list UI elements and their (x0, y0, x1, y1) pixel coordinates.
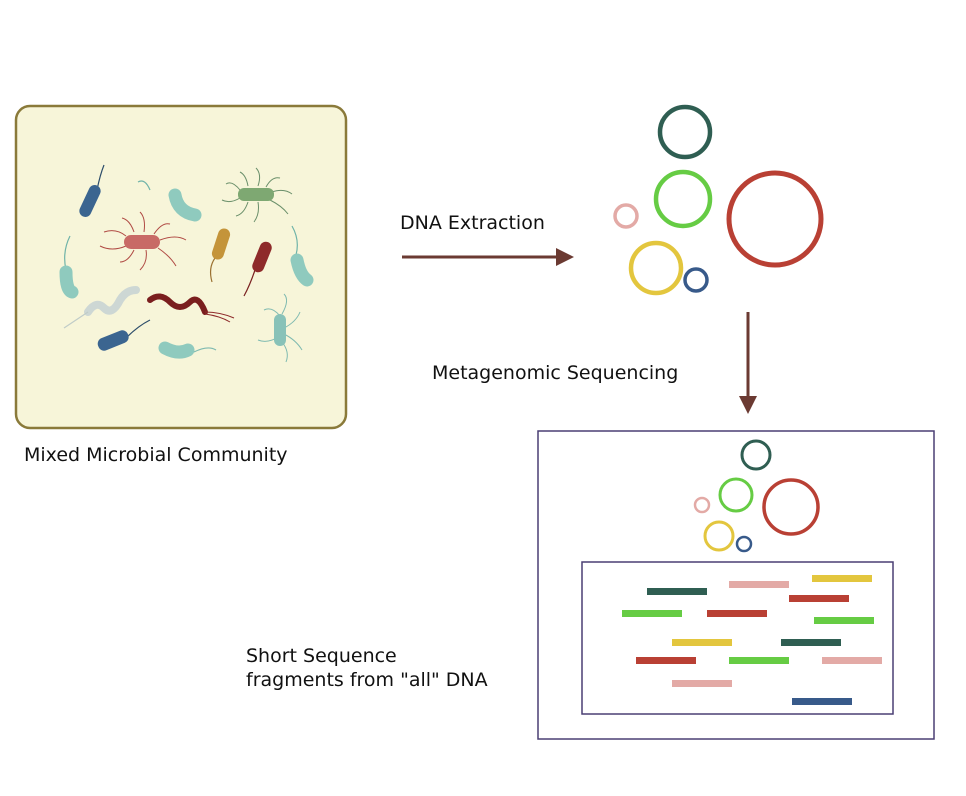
plasmid-light-green (653, 169, 713, 229)
fragments-box (581, 561, 894, 715)
bacterium-teal-bottom (158, 341, 195, 359)
fragment (729, 581, 789, 588)
fragment (789, 595, 849, 602)
plasmid-dark-green (657, 104, 713, 160)
fragment (647, 588, 707, 595)
fragment (729, 657, 789, 664)
bacterium-green-flagellated (221, 167, 293, 223)
fragment (672, 639, 732, 646)
fragment (792, 698, 852, 705)
community-label: Mixed Microbial Community (24, 444, 288, 466)
plasmid-yellow (628, 240, 684, 296)
sequencing-arrow (739, 312, 757, 414)
fragments-label-line2: fragments from "all" DNA (246, 669, 488, 691)
fragment (636, 657, 696, 664)
fragment (622, 610, 682, 617)
extraction-arrow (402, 248, 574, 266)
microbes (59, 164, 314, 363)
fragment (707, 610, 767, 617)
fragments-label-line1: Short Sequence (246, 645, 397, 667)
fragment (672, 680, 732, 687)
plasmid-pink (613, 203, 639, 229)
bacterium-blue-rod-bottom (97, 330, 129, 351)
bacterium-orange-rod (211, 228, 231, 260)
bacterium-blue-rod (79, 185, 101, 217)
fragment (812, 575, 872, 582)
extraction-label: DNA Extraction (400, 212, 545, 234)
bacterium-darkred-rod (252, 241, 272, 273)
dna-plasmids (613, 104, 824, 296)
plasmid-red (726, 170, 824, 268)
bacterium-red-flagellated (99, 211, 187, 271)
fragment (814, 617, 874, 624)
plasmid-blue (683, 267, 709, 293)
sequencing-label: Metagenomic Sequencing (432, 362, 679, 384)
bacterium-darkred-spiral (147, 293, 208, 315)
sequencing-box (537, 430, 935, 740)
small-plasmids (693, 439, 820, 553)
bacterium-teal-right (290, 253, 314, 287)
bacterium-pale-spiral (84, 286, 140, 316)
bacterium-teal-curved (168, 188, 202, 222)
bacterium-teal-left (59, 265, 79, 299)
sequence-fragments (622, 575, 882, 705)
fragment (822, 657, 882, 664)
fragment (781, 639, 841, 646)
